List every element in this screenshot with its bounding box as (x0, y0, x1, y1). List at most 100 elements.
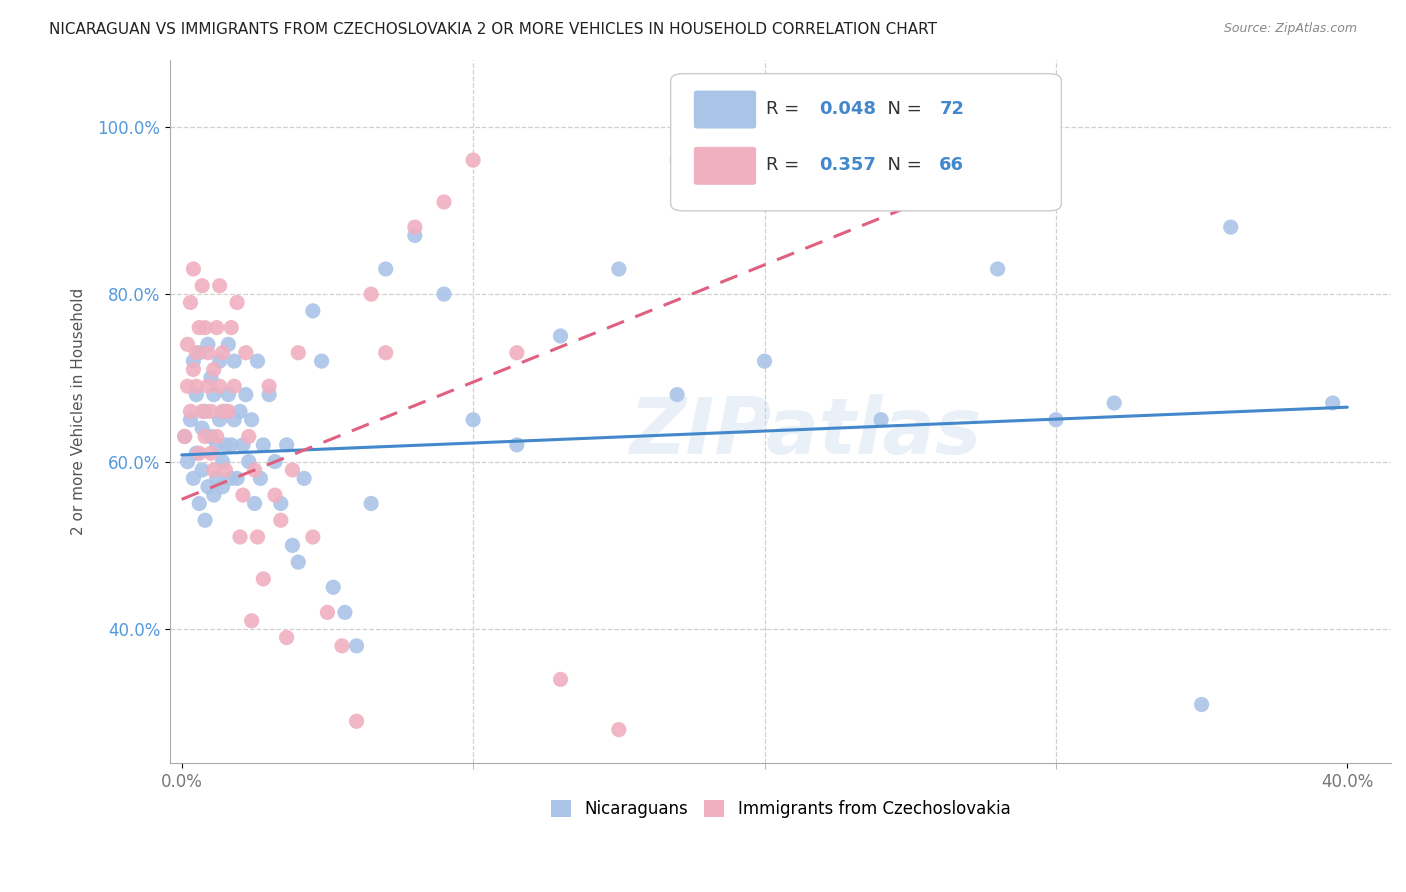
Point (243, 496, 266, 510)
Point (205, 471, 228, 485)
Point (330, 639, 353, 653)
Point (249, 471, 271, 485)
Point (183, 354, 205, 368)
Point (191, 421, 214, 435)
Point (202, 488, 225, 502)
Point (211, 404, 233, 418)
Point (1191, 698, 1213, 712)
Point (191, 463, 214, 477)
Point (186, 345, 208, 359)
Point (276, 438, 298, 452)
Point (238, 429, 260, 443)
Point (224, 379, 246, 393)
Point (346, 714, 368, 729)
Point (264, 488, 287, 502)
Text: 0.357: 0.357 (820, 156, 876, 174)
Text: 66: 66 (939, 156, 965, 174)
Point (219, 320, 242, 334)
Point (208, 379, 231, 393)
Point (183, 362, 205, 376)
Point (197, 379, 219, 393)
Point (194, 320, 217, 334)
Text: R =: R = (766, 100, 804, 118)
FancyBboxPatch shape (671, 74, 1062, 211)
Point (870, 103, 893, 117)
Point (240, 614, 263, 628)
Point (433, 194, 456, 209)
Point (252, 438, 274, 452)
Point (202, 362, 225, 376)
Text: N =: N = (876, 156, 928, 174)
Point (550, 329, 572, 343)
Point (270, 496, 292, 510)
Point (257, 379, 280, 393)
Point (194, 513, 217, 527)
Point (1102, 396, 1125, 410)
Point (1322, 396, 1344, 410)
Point (191, 278, 214, 293)
Point (827, 128, 849, 142)
Point (186, 387, 208, 401)
Point (217, 337, 239, 351)
Point (287, 555, 309, 569)
Point (238, 455, 260, 469)
Point (202, 463, 225, 477)
Point (188, 496, 211, 510)
Text: 0.048: 0.048 (820, 100, 876, 118)
Point (782, 128, 804, 142)
Point (224, 354, 246, 368)
Text: ZIPatlas: ZIPatlas (628, 394, 981, 470)
Point (252, 572, 274, 586)
Point (179, 404, 201, 418)
Point (246, 530, 269, 544)
Point (217, 404, 239, 418)
Point (506, 345, 529, 359)
Text: R =: R = (766, 156, 804, 174)
Point (226, 471, 249, 485)
Point (257, 387, 280, 401)
Text: NICARAGUAN VS IMMIGRANTS FROM CZECHOSLOVAKIA 2 OR MORE VEHICLES IN HOUSEHOLD COR: NICARAGUAN VS IMMIGRANTS FROM CZECHOSLOV… (49, 22, 938, 37)
Y-axis label: 2 or more Vehicles in Household: 2 or more Vehicles in Household (72, 288, 86, 535)
Point (208, 413, 231, 427)
Point (374, 345, 396, 359)
Point (208, 278, 231, 293)
Point (316, 606, 339, 620)
Point (194, 429, 217, 443)
Point (194, 404, 217, 418)
Point (311, 354, 333, 368)
Point (179, 295, 201, 310)
Point (202, 387, 225, 401)
Point (928, 194, 950, 209)
Point (302, 303, 325, 318)
Point (240, 413, 263, 427)
Point (754, 354, 776, 368)
Point (1015, 178, 1038, 193)
Point (666, 153, 689, 167)
Point (404, 220, 426, 235)
Point (219, 438, 242, 452)
Point (404, 228, 426, 243)
Point (322, 580, 344, 594)
Point (232, 438, 254, 452)
Point (276, 631, 298, 645)
Point (200, 446, 222, 460)
Point (173, 429, 195, 443)
Point (346, 639, 368, 653)
Point (219, 471, 242, 485)
Point (666, 387, 689, 401)
Point (292, 471, 315, 485)
Point (186, 379, 208, 393)
Point (724, 153, 747, 167)
Point (302, 530, 325, 544)
Point (176, 379, 198, 393)
Point (217, 387, 239, 401)
Point (463, 413, 485, 427)
Point (550, 673, 572, 687)
Point (200, 404, 222, 418)
Point (205, 429, 228, 443)
Point (197, 337, 219, 351)
Point (214, 463, 236, 477)
FancyBboxPatch shape (693, 91, 756, 128)
Point (214, 404, 236, 418)
Text: Source: ZipAtlas.com: Source: ZipAtlas.com (1223, 22, 1357, 36)
